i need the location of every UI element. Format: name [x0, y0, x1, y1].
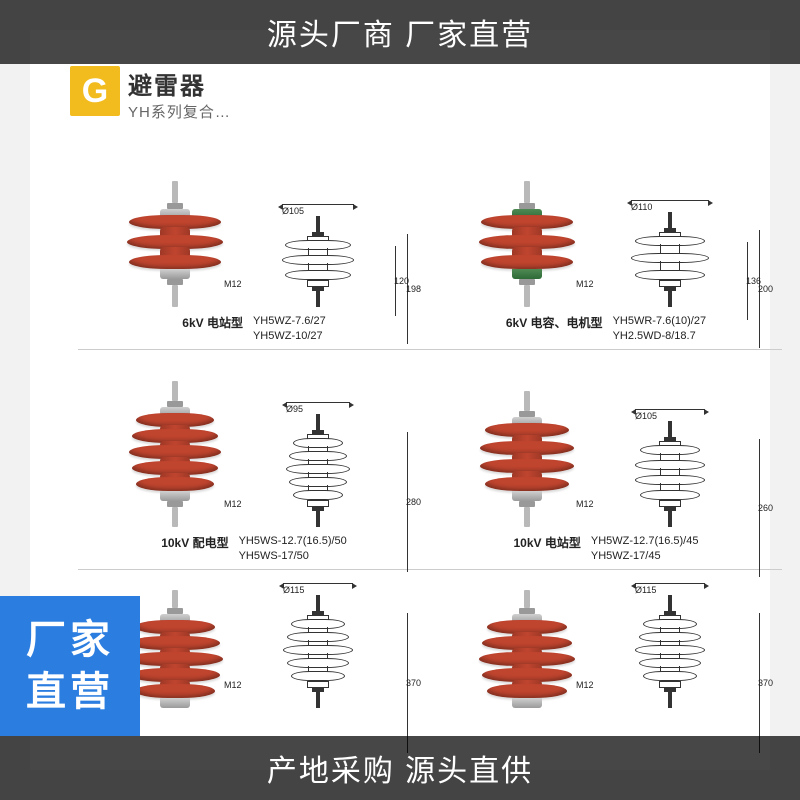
cell-caption: 10kV 配电型 YH5WS-12.7(16.5)/50YH5WS-17/50 — [78, 534, 430, 563]
arrester-photo — [472, 590, 582, 708]
model-list: YH5WR-7.6(10)/27YH2.5WD-8/18.7 — [613, 314, 707, 343]
arrester-drawing: Ø95280M12 — [248, 414, 388, 527]
dimension-thread: M12 — [224, 680, 242, 690]
arrester-drawing: Ø105260M12 — [600, 421, 740, 527]
dimension-thread: M12 — [224, 279, 242, 289]
cell-caption: 10kV 电站型 YH5WZ-12.7(16.5)/45YH5WZ-17/45 — [430, 534, 782, 563]
model-list: YH5WS-12.7(16.5)/50YH5WS-17/50 — [239, 534, 347, 563]
dimension-body-height: 136 — [734, 242, 748, 320]
arrester-drawing: Ø115370M12 — [600, 595, 740, 708]
series-header: G 避雷器 YH系列复合… — [70, 66, 231, 122]
arrester-drawing: Ø110200136M12 — [600, 212, 740, 307]
catalog-row: Ø105198120M12 6kV 电站型 YH5WZ-7.6/27YH5WZ-10… — [78, 130, 782, 350]
type-label: 10kV 电站型 — [514, 536, 581, 550]
factory-badge: 厂家 直营 — [0, 596, 140, 736]
dimension-diameter: Ø115 — [635, 583, 705, 595]
catalog-cell: Ø105260M12 10kV 电站型 YH5WZ-12.7(16.5)/45YH5… — [430, 350, 782, 569]
series-subtitle: YH系列复合… — [128, 101, 231, 122]
series-title: 避雷器 — [128, 66, 231, 101]
type-label: 10kV 配电型 — [161, 536, 228, 550]
dimension-diameter: Ø105 — [282, 204, 354, 216]
dimension-height: 370 — [394, 613, 408, 753]
dimension-thread: M12 — [576, 499, 594, 509]
catalog-grid: Ø105198120M12 6kV 电站型 YH5WZ-7.6/27YH5WZ-10… — [78, 130, 782, 750]
dimension-thread: M12 — [576, 680, 594, 690]
dimension-diameter: Ø95 — [286, 402, 350, 414]
badge-line2: 直营 — [26, 666, 114, 718]
top-banner: 源头厂商 厂家直营 — [0, 0, 800, 64]
type-label: 6kV 电站型 — [182, 316, 243, 330]
catalog-cell: Ø105198120M12 6kV 电站型 YH5WZ-7.6/27YH5WZ-10… — [78, 130, 430, 349]
catalog-row: Ø95280M12 10kV 配电型 YH5WS-12.7(16.5)/50YH5W… — [78, 350, 782, 570]
catalog-row: Ø115 370 M12 Ø115 370 M12 — [78, 570, 782, 750]
arrester-drawing: Ø105198120M12 — [248, 216, 388, 307]
catalog-cell: Ø95280M12 10kV 配电型 YH5WS-12.7(16.5)/50YH5W… — [78, 350, 430, 569]
cell-caption: 6kV 电容、电机型 YH5WR-7.6(10)/27YH2.5WD-8/18.7 — [430, 314, 782, 343]
dimension-diameter: Ø115 — [283, 583, 353, 595]
arrester-photo — [120, 181, 230, 307]
brand-logo: G — [70, 66, 120, 116]
type-label: 6kV 电容、电机型 — [506, 316, 603, 330]
catalog-cell: Ø110200136M12 6kV 电容、电机型 YH5WR-7.6(10)/27Y… — [430, 130, 782, 349]
model-list: YH5WZ-12.7(16.5)/45YH5WZ-17/45 — [591, 534, 699, 563]
dimension-thread: M12 — [576, 279, 594, 289]
dimension-diameter: Ø110 — [631, 200, 709, 212]
model-list: YH5WZ-7.6/27YH5WZ-10/27 — [253, 314, 326, 343]
bottom-banner: 产地采购 源头直供 — [0, 736, 800, 800]
cell-caption: 6kV 电站型 YH5WZ-7.6/27YH5WZ-10/27 — [78, 314, 430, 343]
catalog-sheet: G 避雷器 YH系列复合… Ø105198120M12 6kV 电站型 YH5WZ-… — [30, 30, 770, 770]
arrester-photo — [120, 381, 230, 527]
badge-line1: 厂家 — [26, 614, 114, 666]
catalog-cell: Ø115 370 M12 — [430, 570, 782, 750]
dimension-diameter: Ø105 — [635, 409, 705, 421]
dimension-body-height: 120 — [382, 246, 396, 316]
arrester-photo — [472, 391, 582, 527]
arrester-photo — [472, 181, 582, 307]
dimension-thread: M12 — [224, 499, 242, 509]
arrester-drawing: Ø115370M12 — [248, 595, 388, 708]
dimension-height: 370 — [746, 613, 760, 753]
